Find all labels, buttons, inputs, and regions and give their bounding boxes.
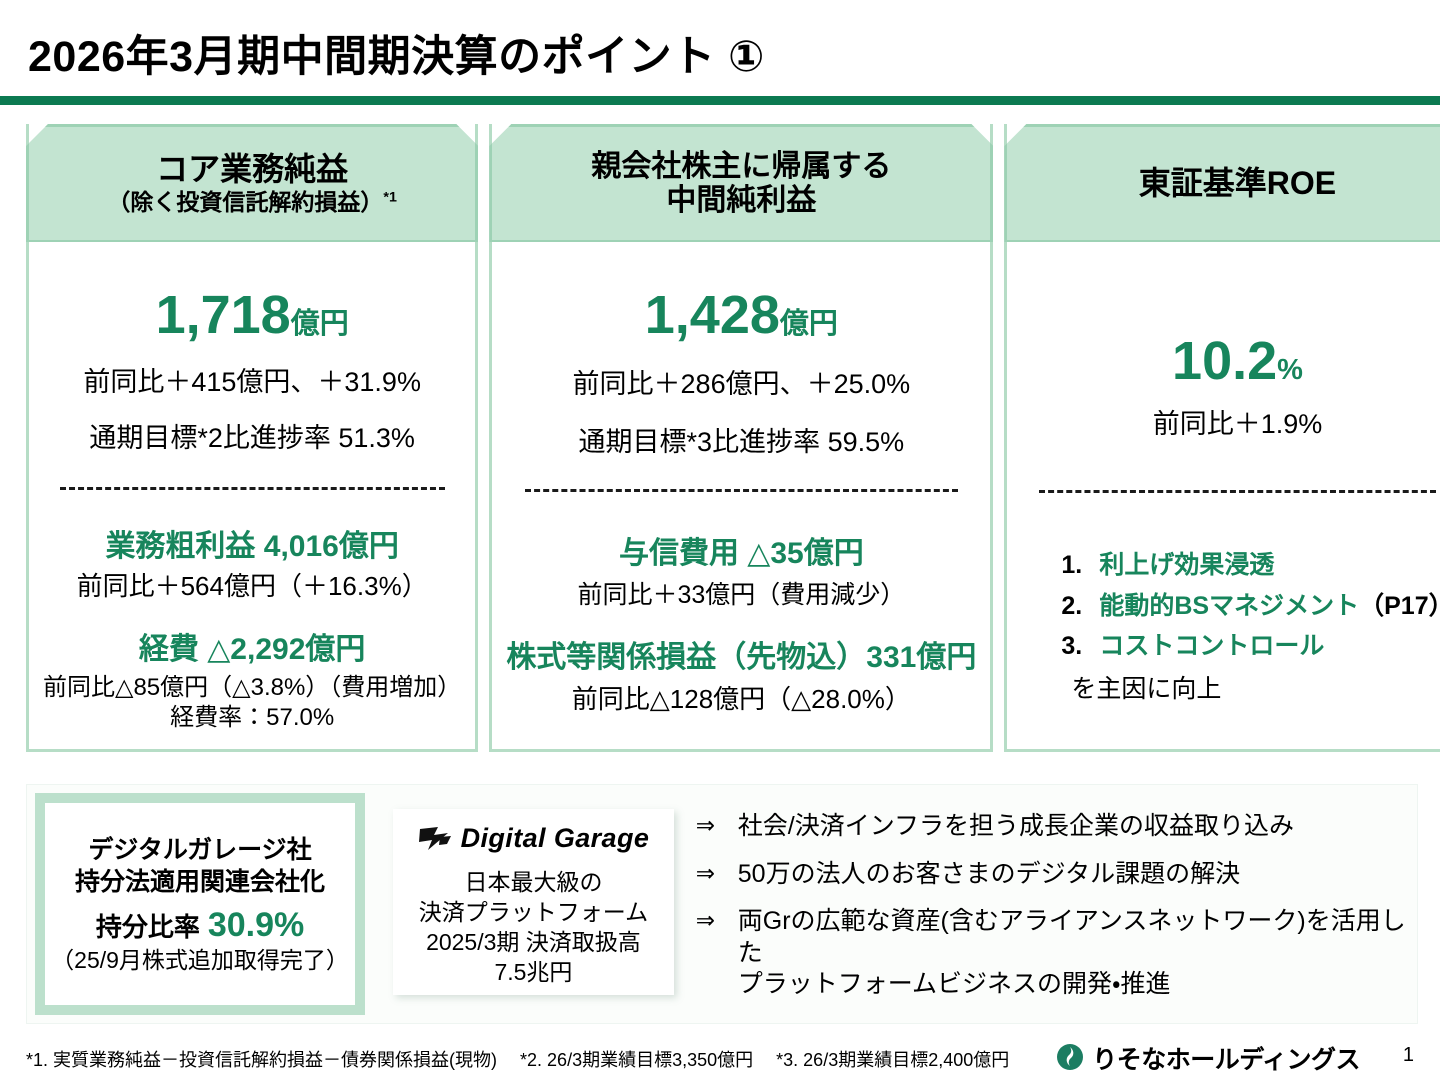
target-progress-line: 通期目標*2比進捗率 51.3% <box>89 423 415 454</box>
roe-driver-list: 1. 利上げ効果浸透 2. 能動的BSマネジメント（P17） 3. コストコントロール <box>1061 545 1440 667</box>
dashed-divider <box>525 488 958 492</box>
detail-equity-gains-label: 株式等関係損益（先物込）331億円 <box>506 640 977 674</box>
kpi-card-core-operating-profit: コア業務純益 （除く投資信託解約損益）*1 1,718億円 前同比＋415億円、… <box>26 124 479 752</box>
headline-value: 10.2 <box>1172 331 1278 391</box>
detail-credit-cost-change: 前同比＋33億円（費用減少） <box>577 580 906 609</box>
list-item-number: 3. <box>1061 632 1083 661</box>
headline-metric: 1,718億円 <box>156 288 349 342</box>
page-title: 2026年3月期中間期決算のポイント ① <box>28 33 765 81</box>
headline-metric: 1,428億円 <box>645 288 838 342</box>
list-item-label: 利上げ効果浸透 <box>1099 545 1274 586</box>
digital-garage-card: Digital Garage 日本最大級の 決済プラットフォーム 2025/3期… <box>393 809 674 995</box>
card-body: 1,428億円 前同比＋286億円、＋25.0% 通期目標*3比進捗率 59.5… <box>492 242 990 749</box>
list-item: ⇒ 50万の法人のお客さまのデジタル課題の解決 <box>696 859 1417 891</box>
detail-credit-cost-label: 与信費用 △35億円 <box>618 536 864 570</box>
dg-desc-line-1: 日本最大級の <box>464 869 603 895</box>
digital-garage-mark-icon <box>418 826 451 850</box>
card-title-line2: 中間純利益 <box>666 183 817 217</box>
card-title-line1: 親会社株主に帰属する <box>591 149 892 183</box>
kpi-card-roe: 東証基準ROE 10.2% 前同比＋1.9% 1. 利上げ効果浸透 2. 能動的BS… <box>1004 124 1440 752</box>
headline-unit: 億円 <box>290 308 349 340</box>
headline-value: 1,718 <box>155 285 291 345</box>
card-title: コア業務純益 <box>156 150 349 187</box>
arrow-icon: ⇒ <box>695 812 716 838</box>
digital-garage-logo: Digital Garage <box>418 823 650 854</box>
brand-name: りそなホールディングス <box>1092 1046 1360 1074</box>
digital-garage-panel: デジタルガレージ社 持分法適用関連会社化 持分比率 30.9% （25/9月株式追… <box>26 784 1418 1024</box>
dg-desc-line-4: 7.5兆円 <box>494 958 573 985</box>
list-item-text: 社会/決済インフラを担う成長企業の収益取り込み <box>737 812 1294 840</box>
list-item: ⇒ 両Grの広範な資産(含むアライアンスネットワーク)を活用した プラットフォーム… <box>696 906 1417 1001</box>
page-number: 1 <box>1402 1044 1414 1066</box>
headline-metric: 10.2% <box>1172 334 1303 388</box>
headline-unit: 億円 <box>779 308 838 340</box>
stake-method-line: 持分法適用関連会社化 <box>75 867 326 896</box>
stake-company-line: デジタルガレージ社 <box>88 835 312 864</box>
headline-unit: % <box>1277 354 1303 386</box>
footnote-3: *3. 26/3期業績目標2,400億円 <box>776 1050 1010 1070</box>
list-item: 3. コストコントロール <box>1061 626 1440 667</box>
card-subtitle-footnote-ref: *1 <box>383 189 397 206</box>
card-header: 親会社株主に帰属する 中間純利益 <box>489 124 993 242</box>
card-subtitle-text: （除く投資信託解約損益） <box>107 188 384 215</box>
yoy-change-line: 前同比＋415億円、＋31.9% <box>83 367 421 397</box>
list-item: ⇒ 社会/決済インフラを担う成長企業の収益取り込み <box>696 811 1417 843</box>
detail-equity-gains-change: 前同比△128億円（△28.0%） <box>571 683 911 714</box>
card-subtitle: （除く投資信託解約損益）*1 <box>107 190 396 215</box>
stake-ratio-value: 30.9% <box>207 905 305 944</box>
card-title: 東証基準ROE <box>1138 164 1337 201</box>
stake-ratio-row: 持分比率 30.9% <box>96 906 304 945</box>
list-item: 1. 利上げ効果浸透 <box>1061 545 1440 586</box>
list-item-label: 能動的BSマネジメント（P17） <box>1099 586 1440 627</box>
target-progress-line: 通期目標*3比進捗率 59.5% <box>578 427 905 458</box>
digital-garage-wordmark: Digital Garage <box>460 823 650 853</box>
detail-gross-profit-change: 前同比＋564億円（＋16.3%） <box>76 570 428 601</box>
card-body: 10.2% 前同比＋1.9% 1. 利上げ効果浸透 2. 能動的BSマネジメント（P… <box>1007 242 1440 749</box>
yoy-change-line: 前同比＋286億円、＋25.0% <box>572 369 911 399</box>
resona-logo-icon <box>1057 1044 1084 1070</box>
dashed-divider <box>59 486 445 490</box>
footnote-2: *2. 26/3期業績目標3,350億円 <box>520 1050 754 1070</box>
title-divider <box>0 96 1440 105</box>
card-body: 1,718億円 前同比＋415億円、＋31.9% 通期目標*2比進捗率 51.3… <box>29 242 475 749</box>
list-item-text: 両Grの広範な資産(含むアライアンスネットワーク)を活用した プラットフォームビ… <box>737 907 1406 998</box>
detail-expenses-label: 経費 △2,292億円 <box>138 632 366 666</box>
kpi-card-net-income: 親会社株主に帰属する 中間純利益 1,428億円 前同比＋286億円、＋25.0… <box>489 124 994 752</box>
kpi-card-row: コア業務純益 （除く投資信託解約損益）*1 1,718億円 前同比＋415億円、… <box>26 124 1440 752</box>
arrow-icon: ⇒ <box>695 907 716 933</box>
detail-gross-profit-label: 業務粗利益 4,016億円 <box>105 529 399 563</box>
list-item: 2. 能動的BSマネジメント（P17） <box>1061 586 1440 627</box>
detail-expenses-change: 前同比△85億円（△3.8%）（費用増加） <box>43 673 462 701</box>
list-item-text: コストコントロール <box>1099 632 1325 661</box>
card-header: 東証基準ROE <box>1004 124 1440 242</box>
list-item-label: コストコントロール <box>1099 626 1324 667</box>
synergy-list: ⇒ 社会/決済インフラを担う成長企業の収益取り込み ⇒ 50万の法人のお客さまのデジ… <box>696 811 1417 1023</box>
dashed-divider <box>1038 490 1437 494</box>
list-item-number: 2. <box>1061 591 1083 620</box>
stake-ratio-label: 持分比率 <box>95 911 200 942</box>
stake-note: （25/9月株式追加取得完了） <box>51 946 349 973</box>
roe-closing-text: を主因に向上 <box>1071 674 1222 703</box>
detail-expense-ratio: 経費率：57.0% <box>170 703 335 731</box>
footnote-1: *1. 実質業務純益－投資信託解約損益－債券関係損益(現物) <box>26 1050 498 1070</box>
list-item-number: 1. <box>1061 551 1083 580</box>
yoy-change-line: 前同比＋1.9% <box>1152 409 1323 439</box>
dg-desc-line-2: 決済プラットフォーム <box>418 898 649 925</box>
headline-value: 1,428 <box>644 285 780 345</box>
dg-desc-line-3: 2025/3期 決済取扱高 <box>426 928 641 955</box>
footnote-row: *1. 実質業務純益－投資信託解約損益－債券関係損益(現物) *2. 26/3期… <box>26 1046 1027 1072</box>
arrow-icon: ⇒ <box>695 859 716 886</box>
brand-logo: りそなホールディングス <box>1055 1040 1360 1076</box>
list-item-text: 利上げ効果浸透 <box>1099 551 1275 580</box>
list-item-text: 能動的BSマネジメント <box>1099 591 1360 620</box>
list-item-suffix: （P17） <box>1359 591 1440 620</box>
card-header: コア業務純益 （除く投資信託解約損益）*1 <box>26 124 478 242</box>
list-item-text: 50万の法人のお客さまのデジタル課題の解決 <box>737 859 1241 888</box>
equity-stake-box: デジタルガレージ社 持分法適用関連会社化 持分比率 30.9% （25/9月株式追… <box>35 793 366 1015</box>
